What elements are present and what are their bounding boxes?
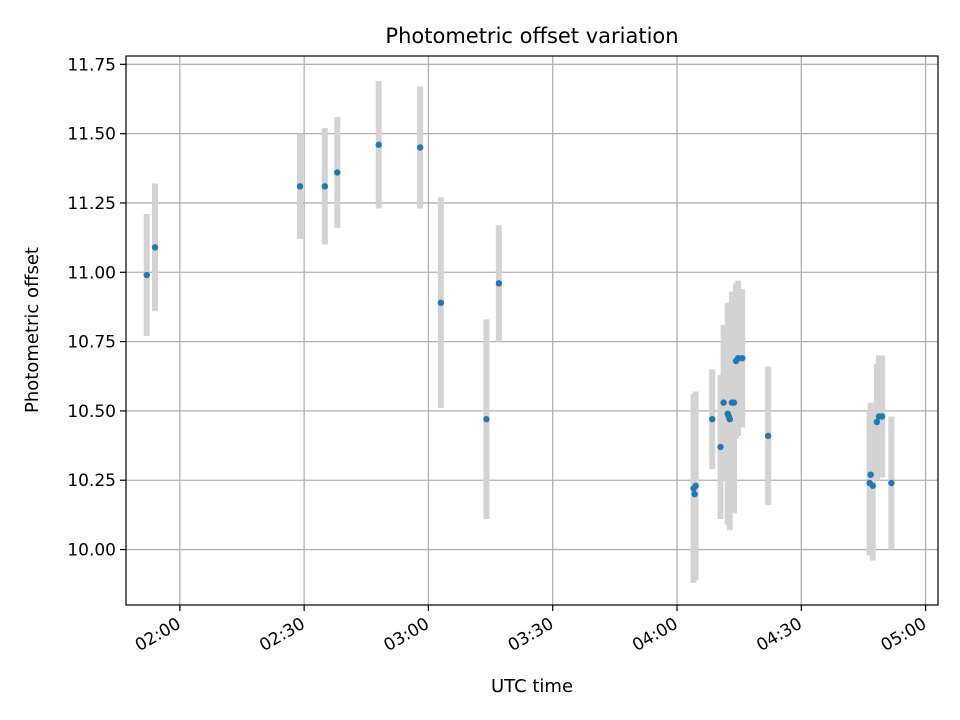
data-point [717,443,724,451]
data-point [726,416,734,423]
y-tick-label: 10.50 [67,402,116,422]
grid-lines [126,56,938,605]
data-point [416,144,424,151]
data-point [878,413,886,420]
data-points [143,141,895,498]
data-point [321,183,329,190]
data-point [495,280,503,287]
chart-title: Photometric offset variation [385,24,678,48]
data-point [764,432,772,440]
data-point [334,169,341,176]
data-point [869,482,876,489]
data-point [873,418,881,426]
y-tick-label: 11.50 [67,125,116,145]
y-axis-ticks: 10.00 10.25 10.50 10.75 11.00 11.25 11.50 11.75 [67,55,126,561]
data-point [437,299,445,306]
data-point [375,141,382,148]
data-point [888,479,895,487]
data-point [143,271,150,279]
y-tick-label: 10.25 [67,471,116,491]
data-point [296,183,304,190]
data-point [151,244,159,251]
data-point [692,482,699,489]
data-point [691,490,698,498]
data-point [720,399,727,406]
y-tick-label: 10.00 [67,541,116,561]
y-tick-label: 11.25 [67,194,116,214]
data-point [483,416,490,423]
x-axis-label: UTC time [491,676,573,697]
y-tick-label: 11.75 [67,55,116,75]
plot-frame [125,55,939,606]
data-point [709,416,716,423]
data-point [867,471,874,478]
y-tick-label: 10.75 [67,333,116,353]
y-axis-label: Photometric offset [22,247,43,413]
data-point [739,355,746,362]
data-point [730,399,738,406]
y-tick-label: 11.00 [67,263,116,283]
